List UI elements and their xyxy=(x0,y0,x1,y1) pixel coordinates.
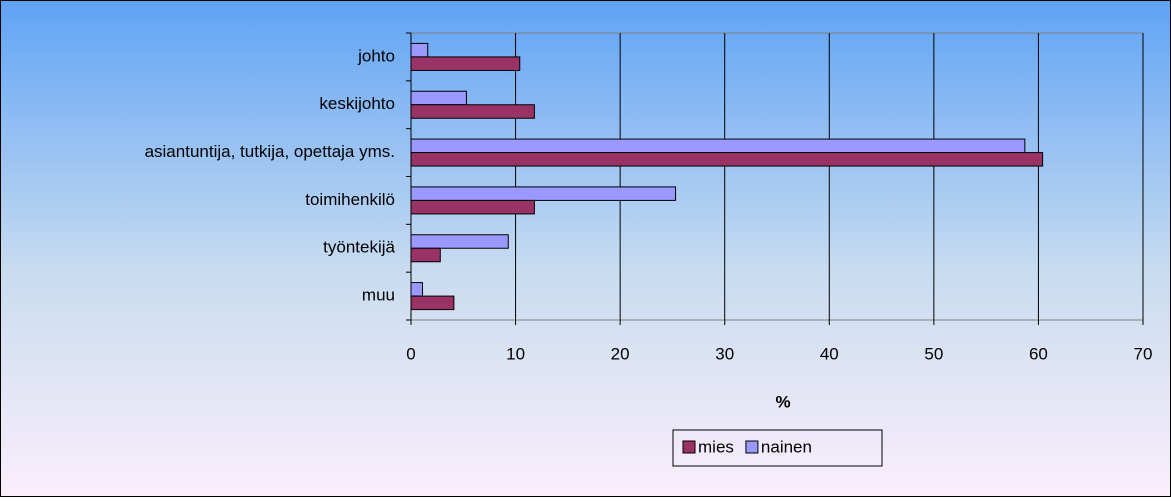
x-axis-label: % xyxy=(775,392,790,411)
bar xyxy=(410,104,535,119)
x-tick-label: 10 xyxy=(506,344,525,363)
legend-label: nainen xyxy=(761,437,812,456)
y-tick-label: työntekijä xyxy=(323,238,395,257)
x-tick-label: 60 xyxy=(1029,344,1048,363)
y-tick-label: johto xyxy=(357,46,395,65)
legend-label: mies xyxy=(698,437,734,456)
y-tick-label: muu xyxy=(362,286,395,305)
x-tick-label: 30 xyxy=(715,344,734,363)
bar xyxy=(410,138,1026,154)
x-tick-label: 20 xyxy=(611,344,630,363)
x-tick-label: 40 xyxy=(820,344,839,363)
legend-swatch xyxy=(682,440,696,454)
x-tick-label: 0 xyxy=(406,344,415,363)
legend-swatch xyxy=(745,440,759,454)
bar xyxy=(410,282,424,297)
bar xyxy=(410,152,1044,167)
y-tick-label: keskijohto xyxy=(319,94,395,113)
bar xyxy=(410,42,429,58)
bar xyxy=(410,234,509,249)
y-tick-label: asiantuntija, tutkija, opettaja yms. xyxy=(145,142,395,161)
bar xyxy=(410,295,455,311)
y-tick-label: toimihenkilö xyxy=(305,190,395,209)
bar xyxy=(410,186,677,201)
x-tick-label: 70 xyxy=(1134,344,1153,363)
bar xyxy=(410,247,441,263)
legend xyxy=(672,429,883,467)
bar xyxy=(410,90,467,106)
bar xyxy=(410,199,535,215)
bar xyxy=(410,56,521,71)
x-tick-label: 50 xyxy=(924,344,943,363)
